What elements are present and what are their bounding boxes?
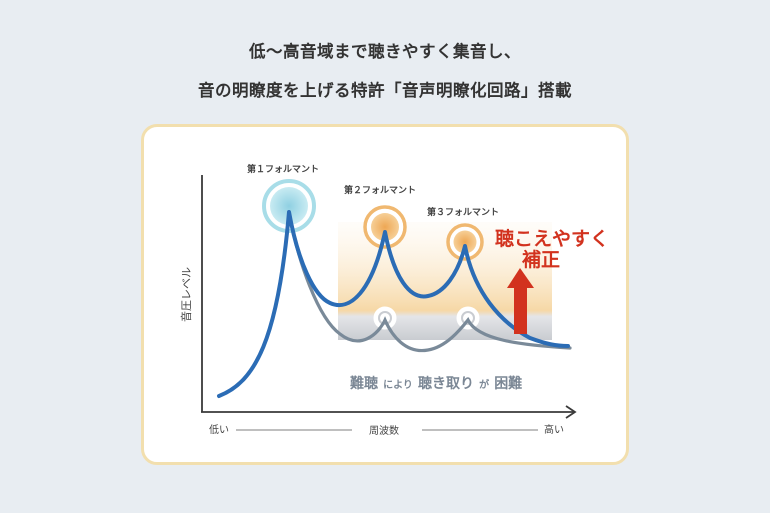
- x-low-label: 低い: [209, 423, 229, 436]
- correction-arrow-shaft: [514, 286, 527, 334]
- formant-3-label: 第３フォルマント: [427, 206, 499, 218]
- x-high-label: 高い: [544, 423, 564, 436]
- formant-2-label: 第２フォルマント: [344, 184, 416, 196]
- difficulty-word-1: 難聴: [350, 375, 378, 392]
- headline-line-1: 低〜高音域まで聴きやすく集音し、: [249, 42, 521, 61]
- headline-line-2: 音の明瞭度を上げる特許「音声明瞭化回路」搭載: [198, 81, 572, 100]
- difficulty-word-5: 困難: [494, 375, 522, 392]
- difficulty-word-3: 聴き取り: [418, 376, 474, 392]
- formant-1-label: 第１フォルマント: [247, 163, 319, 175]
- y-axis-label: 音圧レベル: [179, 267, 193, 322]
- formant-1-dot: [270, 187, 308, 225]
- correction-label-line-2: 補正: [521, 248, 560, 271]
- muffled-peak-3-core: [461, 311, 475, 325]
- muffled-curve: [287, 210, 572, 353]
- x-axis-arrowhead: [565, 405, 577, 419]
- formant-3-dot: [453, 230, 477, 254]
- formant-2-dot: [371, 213, 399, 241]
- difficulty-word-2: により: [383, 379, 413, 391]
- muffled-peak-2-core: [378, 311, 392, 325]
- correction-arrow-head: [507, 268, 534, 288]
- difficulty-word-4: が: [479, 378, 490, 391]
- correction-label-line-1: 聴こえやすく: [495, 228, 609, 250]
- difficulty-caption: 難聴 により 聴き取り が 困難: [350, 373, 522, 392]
- x-axis-label: 周波数: [369, 424, 399, 437]
- clear-curve: [217, 210, 570, 398]
